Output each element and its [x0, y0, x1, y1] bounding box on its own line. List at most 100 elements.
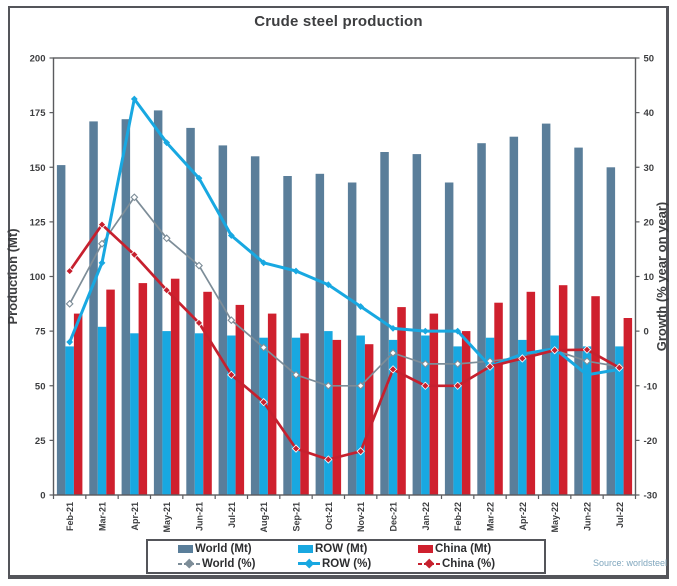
- legend-item-row-pct: ROW (%): [298, 558, 418, 570]
- marker: [130, 193, 139, 202]
- marker: [259, 397, 268, 407]
- legend-item-row-mt: ROW (Mt): [298, 543, 418, 555]
- bar: [526, 291, 536, 495]
- bar: [291, 337, 301, 495]
- bar: [582, 346, 592, 495]
- marker: [421, 327, 429, 335]
- bar: [97, 326, 107, 495]
- svg-text:100: 100: [30, 272, 46, 283]
- marker: [583, 357, 591, 366]
- right-axis: -30 -20 -10 0 10 20 30 40 50: [635, 54, 657, 502]
- bar: [267, 313, 277, 495]
- marker: [259, 343, 268, 352]
- bar: [412, 154, 422, 495]
- china-line-swatch-icon: [418, 558, 440, 569]
- bars-row-mt-: [65, 326, 624, 495]
- svg-text:Jun-22: Jun-22: [583, 502, 593, 531]
- bars-world-mt-: [56, 110, 616, 496]
- svg-text:Jun-21: Jun-21: [195, 502, 205, 531]
- marker: [98, 259, 106, 267]
- svg-text:Sep-21: Sep-21: [292, 502, 302, 532]
- legend-item-china-pct: China (%): [418, 558, 538, 570]
- marker: [98, 239, 106, 248]
- bar: [227, 335, 236, 495]
- svg-text:Jul-21: Jul-21: [227, 502, 237, 528]
- marker: [518, 350, 526, 358]
- bar: [218, 145, 228, 495]
- svg-text:30: 30: [644, 163, 655, 174]
- marker: [163, 139, 171, 147]
- svg-text:25: 25: [35, 436, 46, 447]
- bar: [65, 346, 74, 495]
- legend-label-china-pct: China (%): [442, 557, 496, 570]
- marker: [227, 370, 236, 379]
- legend-item-world-mt: World (Mt): [178, 543, 298, 555]
- marker: [324, 455, 333, 464]
- left-axis: 0 25 50 75 100 125 150 175 200: [30, 54, 54, 502]
- marker: [550, 346, 559, 355]
- marker: [65, 266, 74, 276]
- svg-text:Aug-21: Aug-21: [259, 502, 269, 533]
- chart-title: Crude steel production: [254, 13, 423, 30]
- marker: [388, 365, 398, 374]
- bar: [518, 339, 527, 495]
- world-bar-swatch-icon: [178, 545, 193, 554]
- bar: [421, 335, 430, 495]
- marker: [292, 267, 300, 275]
- marker: [615, 363, 624, 372]
- bar: [324, 331, 333, 495]
- svg-text:40: 40: [644, 108, 655, 119]
- bar: [615, 346, 624, 495]
- marker: [65, 299, 74, 308]
- bar: [509, 136, 519, 495]
- bar: [170, 278, 180, 495]
- left-axis-title: Production (Mt): [5, 228, 20, 324]
- bar: [138, 283, 148, 495]
- marker: [389, 348, 397, 357]
- bar: [574, 147, 583, 495]
- svg-text:Apr-21: Apr-21: [130, 502, 140, 531]
- svg-text:Feb-21: Feb-21: [65, 502, 75, 531]
- legend-label-world-mt: World (Mt): [195, 543, 252, 556]
- bar: [461, 331, 471, 495]
- marker: [582, 345, 592, 354]
- marker: [324, 381, 333, 390]
- row-bar-swatch-icon: [298, 545, 313, 554]
- svg-text:150: 150: [30, 163, 46, 174]
- row-line-swatch-icon: [298, 558, 320, 569]
- bar: [203, 291, 212, 495]
- bar: [429, 313, 439, 495]
- bar: [283, 176, 292, 495]
- chart-legend: World (Mt) ROW (Mt) China (Mt) World (%)…: [146, 539, 546, 574]
- svg-text:0: 0: [40, 491, 45, 502]
- marker: [130, 95, 138, 103]
- legend-label-world-pct: World (%): [202, 557, 256, 570]
- marker: [421, 359, 430, 368]
- marker: [130, 250, 139, 259]
- china-bar-swatch-icon: [418, 545, 433, 554]
- legend-label-row-pct: ROW (%): [322, 557, 372, 570]
- legend-item-china-mt: China (Mt): [418, 543, 538, 555]
- svg-text:175: 175: [30, 108, 47, 119]
- bar: [591, 296, 600, 495]
- bar: [73, 313, 83, 495]
- marker: [194, 318, 204, 328]
- svg-text:50: 50: [644, 54, 655, 65]
- marker: [356, 447, 365, 456]
- bar: [315, 173, 325, 496]
- bar: [332, 339, 342, 495]
- bar: [485, 337, 495, 495]
- marker: [485, 362, 495, 371]
- svg-text:May-21: May-21: [162, 502, 172, 533]
- marker: [357, 303, 365, 310]
- svg-text:Mar-22: Mar-22: [486, 502, 496, 531]
- bar: [453, 346, 462, 495]
- source-credit: Source: worldsteel: [592, 558, 667, 568]
- bar: [89, 121, 98, 496]
- marker: [291, 444, 301, 453]
- line-china-%-: [65, 220, 624, 464]
- marker: [66, 338, 74, 346]
- svg-text:Feb-22: Feb-22: [453, 502, 463, 531]
- marker: [195, 174, 203, 182]
